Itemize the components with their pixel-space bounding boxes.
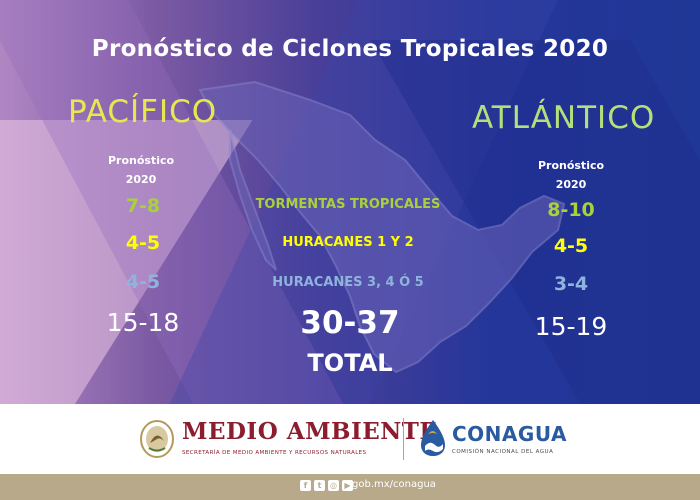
grand-total-value: 30-37 [300, 305, 400, 341]
instagram-icon[interactable]: ◎ [328, 480, 339, 491]
pacifico-forecast-label: Pronóstico 2020 [96, 151, 186, 189]
atlantico-huracanes-1-2-value: 4-5 [553, 235, 589, 257]
footer-logos: MEDIO AMBIENTE SECRETARÍA DE MEDIO AMBIE… [0, 404, 700, 474]
forecast-label-line: Pronóstico [537, 159, 605, 172]
pacifico-heading: PACÍFICO [68, 94, 218, 130]
pacifico-total-value: 15-18 [106, 308, 180, 337]
category-tormentas-label: TORMENTAS TROPICALES [255, 197, 441, 212]
forecast-banner: Pronóstico de Ciclones Tropicales 2020 P… [0, 0, 700, 404]
mexico-map-silhouette [198, 80, 566, 374]
footer-bar: f t ◎ ▶ gob.mx/conagua [0, 474, 700, 500]
page-title: Pronóstico de Ciclones Tropicales 2020 [91, 36, 609, 62]
pacifico-tormentas-value: 7-8 [125, 195, 161, 217]
conagua-logo-text: CONAGUA [452, 422, 567, 446]
grand-total-label: TOTAL [307, 349, 393, 377]
atlantico-tormentas-value: 8-10 [547, 199, 595, 221]
conagua-logo-icon [421, 420, 445, 456]
forecast-label-line: Pronóstico [107, 154, 175, 167]
category-huracanes-3-4-5-label: HURACANES 3, 4 Ó 5 [272, 275, 424, 290]
medio-ambiente-logo-text: MEDIO AMBIENTE [182, 418, 438, 445]
youtube-icon[interactable]: ▶ [342, 480, 353, 491]
logo-divider [403, 418, 404, 460]
medio-ambiente-subtitle: SECRETARÍA DE MEDIO AMBIENTE Y RECURSOS … [182, 450, 367, 456]
forecast-label-year: 2020 [125, 173, 157, 186]
pacifico-huracanes-1-2-value: 4-5 [125, 232, 161, 254]
forecast-label-year: 2020 [555, 178, 587, 191]
atlantico-total-value: 15-19 [534, 312, 608, 341]
facebook-icon[interactable]: f [300, 480, 311, 491]
conagua-subtitle: COMISIÓN NACIONAL DEL AGUA [452, 449, 554, 455]
social-icons: f t ◎ ▶ [300, 480, 353, 491]
website-link[interactable]: gob.mx/conagua [352, 479, 436, 490]
category-huracanes-1-2-label: HURACANES 1 Y 2 [282, 235, 414, 250]
atlantico-huracanes-3-4-5-value: 3-4 [553, 273, 589, 295]
pacifico-huracanes-3-4-5-value: 4-5 [125, 271, 161, 293]
atlantico-forecast-label: Pronóstico 2020 [526, 156, 616, 194]
twitter-icon[interactable]: t [314, 480, 325, 491]
mexico-seal-icon [140, 420, 174, 458]
atlantico-heading: ATLÁNTICO [472, 100, 656, 136]
